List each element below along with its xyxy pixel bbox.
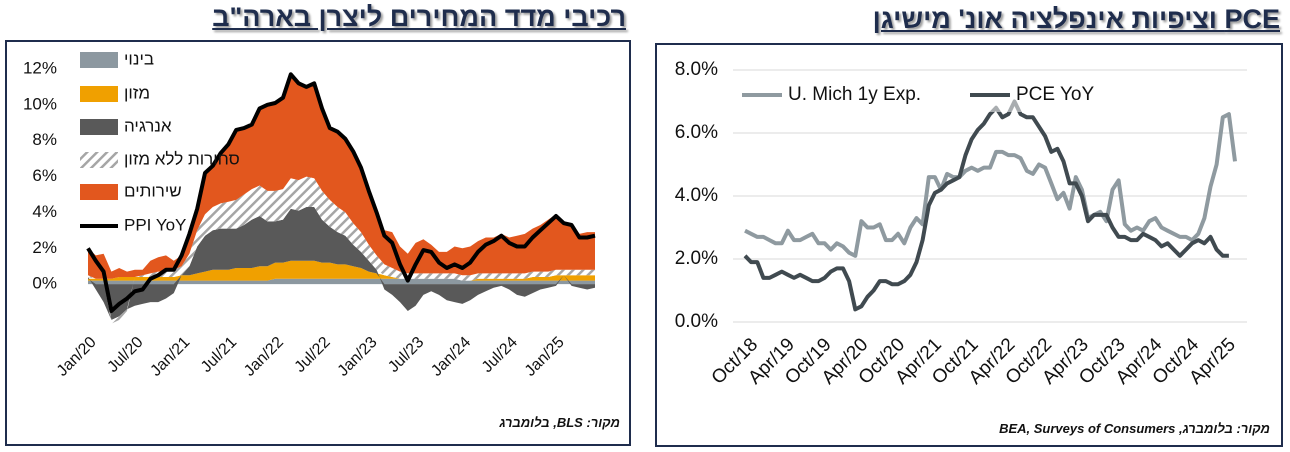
y-tick-label: 0.0% [675,311,718,332]
legend-label: בינוי [124,49,154,68]
legend-label: אנרגיה [124,116,172,135]
area [88,207,595,320]
legend-swatch [80,119,118,135]
legend-swatch [80,184,118,200]
x-tick-label: Jan/20 [54,334,100,380]
y-tick-label: 4.0% [675,185,718,206]
legend-label: סחורות ללא מזון [124,149,240,168]
panel-frame [5,40,631,446]
source-note: מקור: BLS, בלומברג [499,415,620,430]
legend-label: מזון [124,83,150,102]
y-tick-label: 0% [32,274,57,293]
legend-label: U. Mich 1y Exp. [788,84,921,105]
legend-label: שירותים [124,181,182,200]
y-tick-label: 6.0% [675,122,718,143]
x-tick-label: Jan/23 [335,334,381,380]
x-tick-label: Jan/25 [522,334,568,380]
y-tick-label: 10% [23,94,57,113]
line [86,72,596,313]
legend-swatch [80,52,118,68]
y-tick-label: 4% [32,202,57,221]
x-tick-label: Jan/24 [428,334,474,380]
x-tick-label: Jul/23 [385,334,427,376]
y-tick-label: 6% [32,166,57,185]
x-tick-label: Jul/21 [198,334,240,376]
x-tick-label: Jul/22 [292,334,334,376]
x-tick-label: Jul/20 [104,334,146,376]
legend-swatch [80,152,118,168]
line [743,99,1229,312]
y-tick-label: 2.0% [675,248,718,269]
x-tick-label: Jan/22 [241,334,287,380]
y-tick-label: 8.0% [675,59,718,80]
source-note: מקור: בלומברג, BEA, Surveys of Consumers [999,421,1270,436]
panel-frame [655,43,1283,447]
area [88,278,595,285]
legend-swatch [80,86,118,102]
area [88,176,595,324]
legend-label: PPI YoY [124,215,186,234]
legend-bg [735,80,1120,112]
legend-label: PCE YoY [1016,84,1094,105]
line [744,112,1237,258]
area [88,74,595,279]
chart-title: PCE וציפיות אינפלציה אונ' מישיגן [872,4,1280,34]
y-tick-label: 2% [32,238,57,257]
area [88,260,595,281]
x-tick-label: Jul/24 [479,334,521,376]
y-tick-label: 12% [23,58,57,77]
chart-title: רכיבי מדד המחירים ליצרן בארה"ב [212,2,626,32]
y-tick-label: 8% [32,130,57,149]
x-tick-label: Jan/21 [147,334,193,380]
